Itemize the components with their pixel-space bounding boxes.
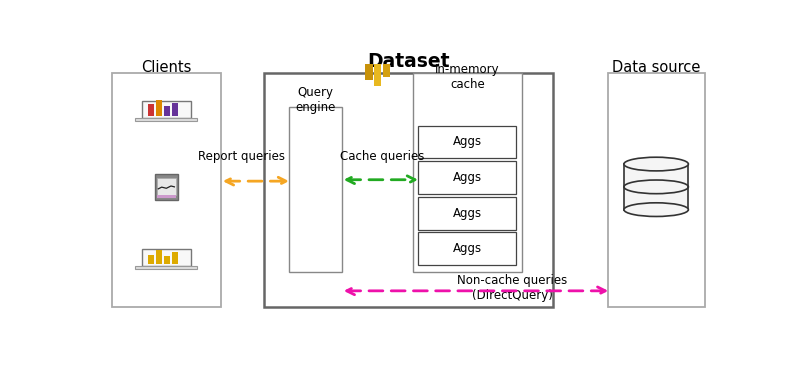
Ellipse shape	[624, 157, 688, 171]
FancyBboxPatch shape	[418, 232, 516, 265]
Text: Cache queries: Cache queries	[340, 149, 424, 163]
FancyBboxPatch shape	[142, 249, 191, 266]
FancyBboxPatch shape	[112, 73, 221, 306]
FancyBboxPatch shape	[157, 178, 176, 195]
Ellipse shape	[624, 203, 688, 216]
Text: Aggs: Aggs	[453, 242, 482, 255]
FancyBboxPatch shape	[135, 118, 198, 121]
FancyBboxPatch shape	[418, 161, 516, 194]
FancyBboxPatch shape	[157, 195, 176, 198]
FancyBboxPatch shape	[289, 107, 342, 272]
FancyBboxPatch shape	[135, 266, 198, 269]
FancyBboxPatch shape	[608, 73, 705, 306]
FancyBboxPatch shape	[156, 249, 162, 264]
Text: In-memory
cache: In-memory cache	[435, 63, 500, 91]
Text: Aggs: Aggs	[453, 207, 482, 220]
FancyBboxPatch shape	[264, 73, 553, 306]
FancyBboxPatch shape	[382, 64, 390, 77]
Text: Query
engine: Query engine	[295, 86, 335, 114]
FancyBboxPatch shape	[418, 197, 516, 229]
FancyBboxPatch shape	[624, 164, 688, 210]
FancyBboxPatch shape	[164, 106, 170, 115]
Text: Aggs: Aggs	[453, 135, 482, 148]
FancyBboxPatch shape	[418, 125, 516, 158]
Text: Aggs: Aggs	[453, 171, 482, 184]
Text: Non-cache queries
(DirectQuery): Non-cache queries (DirectQuery)	[457, 274, 567, 302]
Text: Dataset: Dataset	[367, 51, 450, 71]
FancyBboxPatch shape	[156, 100, 162, 115]
FancyBboxPatch shape	[374, 64, 382, 86]
FancyBboxPatch shape	[172, 252, 178, 264]
Text: Report queries: Report queries	[198, 149, 285, 163]
FancyBboxPatch shape	[413, 73, 522, 272]
Text: Data source: Data source	[612, 60, 700, 75]
FancyBboxPatch shape	[366, 64, 373, 80]
FancyBboxPatch shape	[142, 101, 191, 118]
FancyBboxPatch shape	[154, 174, 178, 200]
FancyBboxPatch shape	[172, 103, 178, 115]
FancyBboxPatch shape	[164, 256, 170, 264]
FancyBboxPatch shape	[148, 104, 154, 115]
Text: Clients: Clients	[141, 60, 191, 75]
FancyBboxPatch shape	[148, 255, 154, 264]
